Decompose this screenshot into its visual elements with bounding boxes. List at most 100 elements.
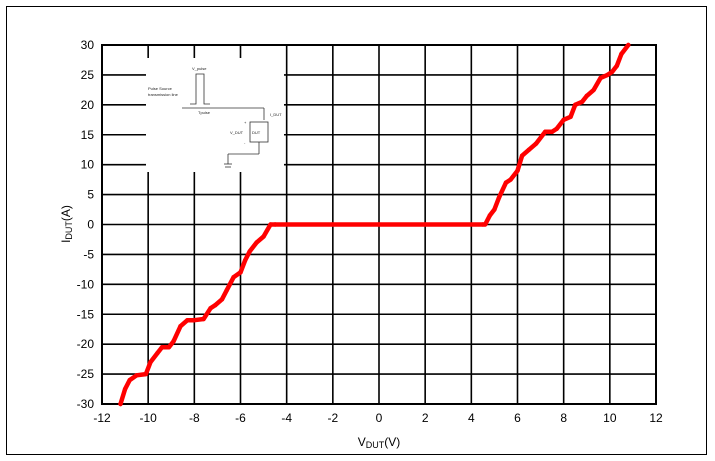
data-point — [166, 344, 172, 350]
data-point — [155, 350, 160, 356]
series-group — [118, 42, 631, 407]
data-point — [508, 177, 513, 182]
data-point — [143, 371, 149, 377]
y-tick-label: -20 — [77, 337, 95, 351]
x-axis-label-main: V — [358, 435, 366, 449]
data-point — [122, 386, 128, 392]
data-point — [171, 338, 176, 344]
y-axis-label: IDUT(A) — [59, 205, 74, 243]
data-point — [579, 99, 585, 105]
y-tick-label: -5 — [83, 247, 94, 261]
data-point — [118, 401, 123, 407]
data-point — [201, 316, 206, 322]
x-tick-label: 10 — [603, 411, 617, 425]
inset-label-plus: + — [244, 120, 247, 125]
data-point — [212, 303, 218, 308]
data-point — [376, 222, 382, 227]
inset-label-vpulse: V_pulse — [192, 66, 207, 71]
x-tick-label: 8 — [560, 411, 567, 425]
data-point — [554, 126, 559, 131]
data-point — [178, 324, 183, 329]
data-point — [492, 207, 497, 212]
data-point — [219, 297, 225, 302]
data-point — [224, 288, 229, 293]
data-point — [192, 318, 197, 323]
inset-label-idut: I_DUT — [270, 112, 282, 117]
data-point — [231, 274, 236, 280]
inset-label-tpulse: Tpulse — [198, 110, 211, 115]
inset-pulse — [190, 73, 210, 105]
x-tick-label: -2 — [327, 411, 338, 425]
data-point — [626, 42, 631, 48]
data-point — [134, 373, 139, 378]
inset-label-vdut: V_DUT — [230, 130, 244, 135]
data-point — [614, 63, 619, 69]
y-tick-label: -25 — [77, 367, 95, 381]
data-point — [496, 195, 502, 200]
data-point — [422, 222, 428, 227]
data-point — [526, 147, 532, 152]
data-point — [261, 234, 266, 239]
x-tick-label: -8 — [189, 411, 200, 425]
x-axis-label: VDUT(V) — [358, 435, 401, 450]
x-tick-label: 12 — [649, 411, 663, 425]
y-axis-label-main: I — [59, 240, 73, 243]
data-point — [609, 69, 615, 75]
inset-label-line: transmission line — [148, 92, 179, 97]
inset-label-source: Pulse Source — [148, 86, 173, 91]
data-point — [330, 222, 336, 227]
y-tick-label: 20 — [81, 98, 95, 112]
inset-label-dut: DUT — [252, 130, 261, 135]
data-point — [238, 270, 243, 275]
inset-background — [146, 58, 284, 172]
data-point — [561, 117, 566, 122]
data-point — [549, 129, 555, 134]
x-tick-labels: -12 -10 -8 -6 -4 -2 0 2 4 6 8 10 12 — [93, 411, 663, 425]
y-tick-label: -30 — [77, 397, 95, 411]
data-point — [619, 51, 624, 57]
data-point — [247, 249, 252, 254]
y-tick-labels: 30 25 20 15 10 5 0 -5 -10 -15 -20 -25 -30 — [77, 38, 95, 411]
grid — [101, 44, 657, 405]
data-point — [605, 72, 610, 78]
data-point — [503, 180, 509, 185]
data-point — [543, 129, 548, 134]
data-point — [482, 222, 488, 227]
data-point — [598, 75, 603, 81]
x-axis-label-sub: DUT — [366, 440, 385, 450]
y-axis-label-sub: DUT — [64, 221, 74, 240]
data-point — [268, 222, 273, 227]
x-tick-label: -10 — [139, 411, 157, 425]
y-tick-label: 15 — [81, 128, 95, 142]
inset-label-minus: - — [244, 140, 246, 145]
plot-border — [101, 44, 657, 405]
data-point — [584, 93, 589, 99]
x-tick-label: -4 — [281, 411, 292, 425]
x-axis-label-unit: (V) — [384, 435, 400, 449]
y-tick-label: 5 — [87, 188, 94, 202]
data-point — [272, 222, 278, 227]
data-point — [573, 102, 578, 108]
x-tick-label: 4 — [468, 411, 475, 425]
data-point — [487, 213, 492, 218]
data-point — [519, 153, 525, 158]
x-tick-label: 2 — [422, 411, 429, 425]
y-tick-label: 25 — [81, 68, 95, 82]
y-axis-label-unit: (A) — [59, 205, 73, 221]
y-tick-label: -15 — [77, 307, 95, 321]
data-point — [159, 344, 165, 350]
y-tick-label: 10 — [81, 158, 95, 172]
y-tick-label: 30 — [81, 38, 95, 52]
data-point — [127, 377, 132, 383]
x-tick-label: -12 — [93, 411, 111, 425]
x-tick-label: -6 — [235, 411, 246, 425]
data-point — [208, 306, 213, 311]
data-point — [185, 318, 190, 323]
data-point — [254, 240, 259, 245]
y-tick-label: -10 — [77, 277, 95, 291]
data-point — [568, 114, 573, 120]
data-point — [533, 141, 539, 146]
y-tick-label: 0 — [87, 218, 94, 232]
